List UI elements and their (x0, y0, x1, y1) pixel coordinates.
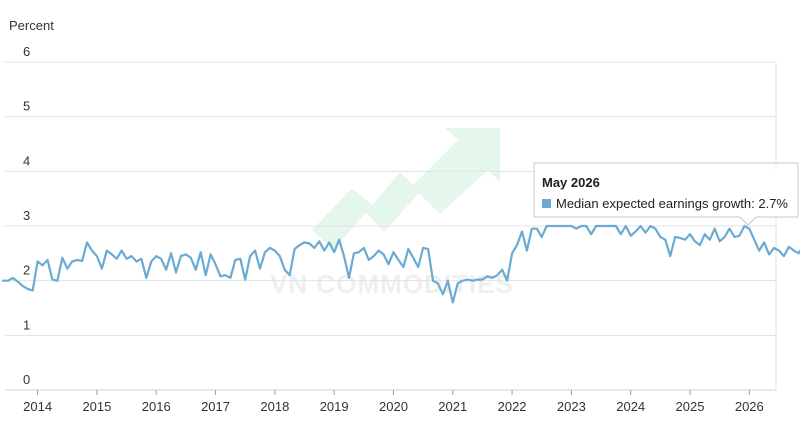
x-tick-label: 2014 (23, 399, 52, 414)
x-tick-label: 2018 (260, 399, 289, 414)
watermark-text: VN COMMODITIES (270, 269, 514, 299)
y-tick-label: 3 (23, 208, 30, 223)
y-tick-label: 5 (23, 99, 30, 114)
x-tick-label: 2024 (616, 399, 645, 414)
tooltip-box (533, 162, 799, 226)
tooltip-legend-swatch (542, 199, 551, 208)
x-tick-label: 2021 (438, 399, 467, 414)
y-tick-label: 2 (23, 263, 30, 278)
watermark-arrow-icon (312, 128, 500, 250)
series-line (1, 224, 800, 304)
tooltip: May 2026 Median expected earnings growth… (533, 162, 799, 226)
watermark-logo: VN COMMODITIES (270, 128, 514, 299)
x-tick-label: 2022 (498, 399, 527, 414)
x-tick-label: 2017 (201, 399, 230, 414)
x-axis: 2014 2015 2016 2017 2018 2019 2020 2021 2022 2023… (23, 390, 764, 414)
x-tick-label: 2023 (557, 399, 586, 414)
y-tick-label: 6 (23, 44, 30, 59)
x-tick-label: 2019 (320, 399, 349, 414)
x-tick-label: 2016 (142, 399, 171, 414)
tooltip-label: Median expected earnings growth: 2.7% (556, 196, 788, 211)
tooltip-colon: : (751, 196, 758, 211)
x-tick-label: 2020 (379, 399, 408, 414)
x-tick-label: 2015 (82, 399, 111, 414)
tooltip-title: May 2026 (542, 175, 600, 190)
grid (5, 61, 777, 391)
y-axis-unit-label: Percent (9, 18, 54, 33)
x-tick-label: 2026 (735, 399, 764, 414)
y-tick-label: 0 (23, 372, 30, 387)
series-group (1, 224, 800, 304)
x-tick-label: 2025 (676, 399, 705, 414)
y-tick-label: 4 (23, 153, 30, 168)
tooltip-value: 2.7% (758, 196, 788, 211)
tooltip-series-name: Median expected earnings growth (556, 196, 751, 211)
y-tick-label: 1 (23, 317, 30, 332)
y-axis: 0 1 2 3 4 5 6 (23, 44, 30, 387)
